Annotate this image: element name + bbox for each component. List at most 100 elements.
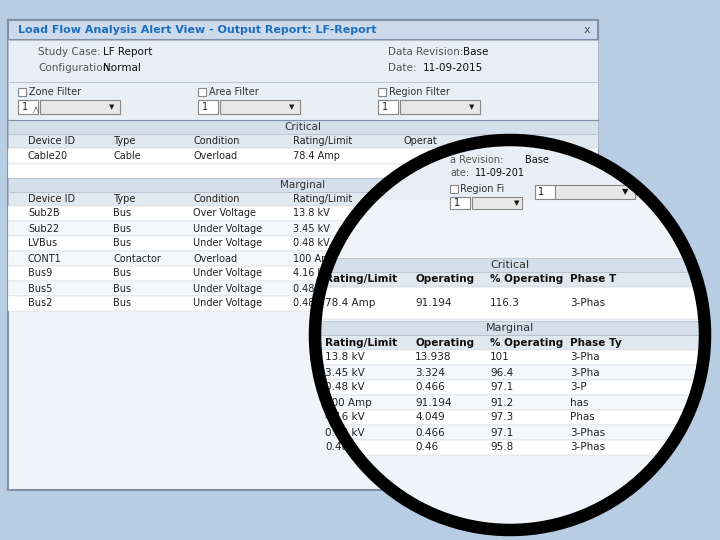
Text: 101: 101 bbox=[490, 353, 510, 362]
Text: 100 Amp: 100 Amp bbox=[293, 253, 337, 264]
Text: Overload: Overload bbox=[193, 253, 237, 264]
Bar bbox=[320, 335, 700, 350]
Bar bbox=[450, 185, 458, 193]
Bar bbox=[8, 148, 598, 164]
Text: Operating: Operating bbox=[415, 274, 474, 285]
Text: Rating/Limit: Rating/Limit bbox=[293, 136, 352, 146]
Text: ▼: ▼ bbox=[469, 104, 474, 110]
Bar bbox=[198, 88, 206, 96]
Text: Bus: Bus bbox=[113, 208, 131, 219]
Text: 78.4 Amp: 78.4 Amp bbox=[293, 151, 340, 161]
Text: Bus: Bus bbox=[113, 239, 131, 248]
Bar bbox=[320, 287, 700, 319]
Text: Critical: Critical bbox=[284, 122, 322, 132]
Bar bbox=[8, 192, 598, 206]
Bar bbox=[378, 88, 386, 96]
Bar bbox=[320, 272, 700, 287]
Text: Under Voltage: Under Voltage bbox=[193, 284, 262, 294]
Bar bbox=[320, 365, 700, 380]
Text: Bus5: Bus5 bbox=[28, 284, 53, 294]
Text: 3-Phas: 3-Phas bbox=[570, 442, 605, 453]
Text: Condition: Condition bbox=[193, 136, 240, 146]
Bar bbox=[555, 185, 635, 199]
Text: 1: 1 bbox=[454, 198, 460, 208]
Text: 3.45 kV: 3.45 kV bbox=[325, 368, 365, 377]
Text: LF Report: LF Report bbox=[103, 47, 153, 57]
Text: Normal: Normal bbox=[103, 63, 141, 73]
Text: 3-Phas: 3-Phas bbox=[570, 298, 605, 308]
Bar bbox=[40, 100, 120, 114]
Bar bbox=[8, 206, 598, 221]
Text: 1: 1 bbox=[538, 187, 544, 197]
Text: Over Voltage: Over Voltage bbox=[193, 208, 256, 219]
Text: Marginal: Marginal bbox=[486, 323, 534, 333]
Bar bbox=[320, 258, 700, 272]
Text: Phase T: Phase T bbox=[570, 274, 616, 285]
Text: x: x bbox=[583, 25, 590, 35]
Bar bbox=[8, 120, 598, 134]
Text: Bus2: Bus2 bbox=[28, 299, 53, 308]
Text: 1: 1 bbox=[202, 102, 208, 112]
Text: 97.1: 97.1 bbox=[490, 428, 513, 437]
Text: 97.1: 97.1 bbox=[490, 382, 513, 393]
Text: 0.48 kV: 0.48 kV bbox=[325, 382, 364, 393]
Text: Zone Filter: Zone Filter bbox=[29, 87, 81, 97]
Text: Overload: Overload bbox=[193, 151, 237, 161]
Bar bbox=[320, 321, 700, 335]
Bar bbox=[18, 88, 26, 96]
Text: Contactor: Contactor bbox=[113, 253, 161, 264]
Text: Bus9: Bus9 bbox=[28, 268, 53, 279]
Text: Sub22: Sub22 bbox=[28, 224, 59, 233]
Text: 0.466: 0.466 bbox=[415, 382, 445, 393]
Text: Base: Base bbox=[463, 47, 488, 57]
Bar bbox=[320, 440, 700, 455]
Bar bbox=[220, 100, 300, 114]
Text: Configuration:: Configuration: bbox=[38, 63, 113, 73]
Text: 4.16 kV: 4.16 kV bbox=[293, 268, 330, 279]
Bar bbox=[472, 197, 522, 209]
Text: ▼: ▼ bbox=[621, 187, 628, 197]
Text: Sub2B: Sub2B bbox=[28, 208, 60, 219]
Bar bbox=[315, 140, 705, 530]
Text: Rating/Limit: Rating/Limit bbox=[325, 274, 397, 285]
Text: 0.48 kV: 0.48 kV bbox=[293, 239, 330, 248]
Text: 3-P: 3-P bbox=[570, 382, 587, 393]
Text: 11-09-2015: 11-09-2015 bbox=[423, 63, 483, 73]
Text: Type: Type bbox=[113, 136, 135, 146]
Bar bbox=[8, 40, 598, 82]
Text: Rating/Limit: Rating/Limit bbox=[293, 194, 352, 204]
Text: 3-Pha: 3-Pha bbox=[570, 368, 600, 377]
Text: Region Filter: Region Filter bbox=[389, 87, 450, 97]
Bar bbox=[8, 221, 598, 236]
Text: 3.324: 3.324 bbox=[415, 368, 445, 377]
Text: Date:: Date: bbox=[388, 63, 416, 73]
Text: 91.2: 91.2 bbox=[490, 397, 513, 408]
Bar bbox=[320, 410, 700, 425]
Text: LVBus: LVBus bbox=[28, 239, 57, 248]
Text: 4.16 kV: 4.16 kV bbox=[325, 413, 365, 422]
Text: 3-Pha: 3-Pha bbox=[570, 353, 600, 362]
Text: 91.194: 91.194 bbox=[415, 397, 451, 408]
Text: Device ID: Device ID bbox=[28, 136, 75, 146]
Bar bbox=[8, 266, 598, 281]
Bar bbox=[8, 164, 598, 178]
Text: Operating: Operating bbox=[415, 338, 474, 348]
Bar bbox=[8, 82, 598, 120]
Text: % Operating: % Operating bbox=[490, 338, 563, 348]
Text: 95.8: 95.8 bbox=[490, 442, 513, 453]
Text: 0.46: 0.46 bbox=[415, 442, 438, 453]
Bar bbox=[450, 197, 470, 209]
Text: Phase Ty: Phase Ty bbox=[570, 338, 622, 348]
Bar bbox=[8, 20, 598, 40]
Text: ate:: ate: bbox=[450, 168, 469, 178]
Text: 100 Amp: 100 Amp bbox=[325, 397, 372, 408]
Text: 78.4 Amp: 78.4 Amp bbox=[325, 298, 375, 308]
Text: Critical: Critical bbox=[490, 260, 530, 270]
Text: Device ID: Device ID bbox=[28, 194, 75, 204]
Bar bbox=[18, 100, 38, 114]
Text: 1: 1 bbox=[382, 102, 388, 112]
Text: Bus: Bus bbox=[113, 224, 131, 233]
Bar bbox=[8, 20, 598, 490]
Text: Base: Base bbox=[525, 155, 549, 165]
Bar bbox=[8, 134, 598, 148]
